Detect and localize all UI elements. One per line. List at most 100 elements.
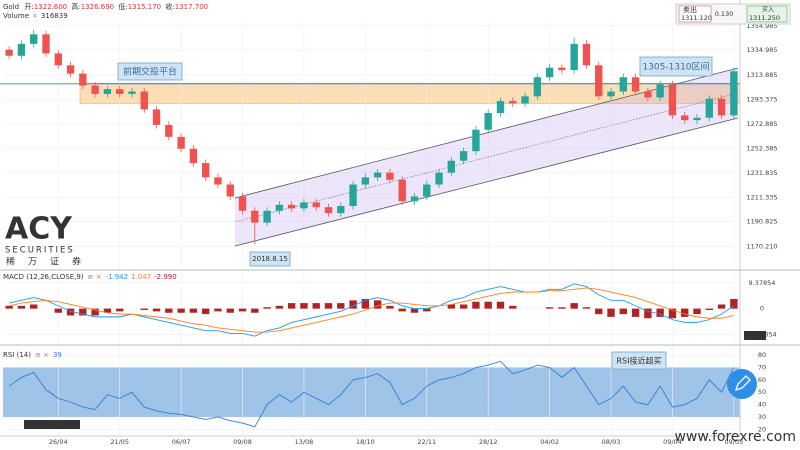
y-tick-label: 1313.885 [746,71,777,79]
candle-body [324,207,333,214]
candle-body [103,89,112,94]
spread: 0.130 [715,10,734,18]
logo-sub: SECURITIES [5,246,75,256]
histogram-bar [705,308,713,310]
candle-body [349,184,357,206]
histogram-bar [570,303,578,309]
histogram-bar [287,303,296,309]
candle-body [238,196,247,211]
macd-line [9,287,734,333]
logo: ACY SECURITIES 稀 万 证 券 [5,212,81,268]
histogram-bar [447,304,456,309]
menu-icon[interactable]: ≡ × [88,273,102,281]
volume-label: Volume [3,12,29,20]
candle-body [361,177,370,185]
histogram-bar [324,303,333,309]
y-tick-label: 60 [758,376,766,384]
histogram-bar [373,300,382,309]
candle-body [275,204,284,211]
field-label: 开: [24,3,33,11]
annotation-box [249,251,291,267]
histogram-bar [238,308,247,312]
candle-body [693,117,701,121]
candle-body [558,67,566,71]
histogram-bar [607,308,615,317]
menu-icon[interactable]: ≡ × [35,351,49,359]
macd-line [9,283,735,337]
y-tick-label: 9.37854 [749,279,776,287]
macd-title: MACD (12,26,CLOSE,9) ≡ × -1.942 1.047 -2.990 [3,273,177,281]
rsi-band [3,367,740,417]
histogram-bar [30,304,38,309]
buy-button[interactable] [746,5,788,23]
histogram-bar [312,303,320,309]
logo-brand: ACY [5,212,73,247]
histogram-bar [79,308,87,316]
histogram-bar [681,308,689,317]
histogram-bar [201,308,210,315]
candle-body [54,53,62,66]
sell-button[interactable] [678,5,712,23]
histogram-bar [275,305,284,309]
candle-body [79,73,87,86]
pencil-icon [734,375,751,392]
candle-body [410,196,419,202]
candle-body [644,91,652,98]
readout: -2.990 [154,273,177,281]
logo-cn: 证 [50,257,59,268]
histogram-bar [5,305,13,309]
histogram-bar [251,308,259,313]
histogram-bar [595,308,603,315]
y-tick-label: 30 [758,413,766,421]
channel-upper [234,67,739,199]
candle-body [656,84,664,98]
candle-body [287,204,296,209]
candle-body [5,49,13,56]
candle-body [705,98,713,118]
histogram-bar [509,305,517,309]
x-tick-label: 18/10 [356,438,375,446]
readout: 1.047 [131,273,151,281]
histogram-bar [484,301,492,309]
field-value: 1315.170 [128,3,161,11]
close-icon[interactable]: × [32,12,38,20]
candle-body [730,71,738,116]
histogram-bar [730,298,738,309]
histogram-bar [165,308,173,313]
histogram-bar [226,308,234,313]
candle-body [386,172,394,180]
cursor-tag [24,420,80,429]
y-tick-label: 80 [758,351,766,359]
x-tick-label: 26/04 [49,438,68,446]
channel [235,68,738,246]
histogram-bar [398,308,406,312]
candle-body [66,65,75,74]
histogram-bar [423,308,431,312]
macd-name: MACD (12,26,CLOSE,9) [3,273,84,281]
channel-lower [234,117,739,247]
x-tick-label: 09/08 [233,438,252,446]
histogram-bar [140,308,148,310]
histogram-bar [91,308,99,316]
sell-price: 1311.120 [681,14,712,22]
draw-button[interactable] [727,369,757,399]
candle-body [300,202,308,209]
candle-body [42,34,50,54]
sell-label: 卖出 [683,5,697,14]
watermark: www.forexre.com [674,429,796,445]
candle-body [545,67,554,78]
rsi-title: RSI (14) ≡ × 39 [3,351,62,359]
field-label: 收: [165,2,174,11]
plot: 1354.985 1334.985 1313.885 1293.375 1272.885… [0,22,778,446]
candle-body [533,77,542,97]
logo-cn: 稀 [6,256,15,268]
rsi-name: RSI (14) [3,351,31,359]
histogram-bar [459,304,468,309]
candle-body [619,77,627,92]
candle-body [435,172,443,185]
histogram-bar [349,300,357,309]
candle-body [631,77,640,92]
histogram-bar [177,308,185,313]
y-tick-label: 40 [758,401,766,409]
